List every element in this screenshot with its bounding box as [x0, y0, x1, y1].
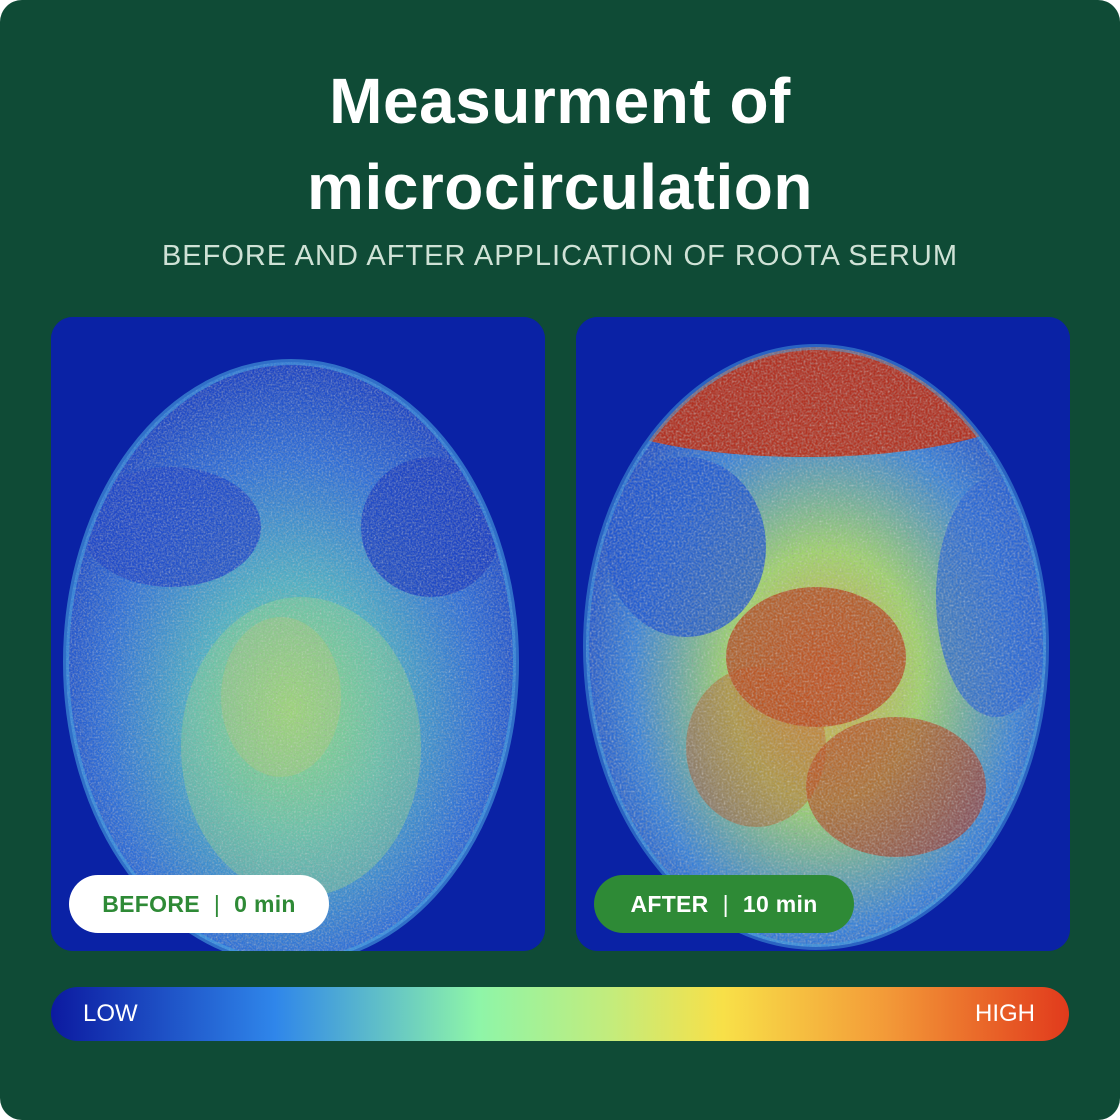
page-title: Measurment of microcirculation — [0, 58, 1120, 230]
after-heatmap-image — [576, 317, 1070, 951]
after-time: 10 min — [742, 890, 818, 917]
before-badge: BEFORE | 0 min — [69, 875, 329, 933]
intensity-scale-bar: LOW HIGH — [51, 987, 1069, 1041]
after-separator: | — [722, 890, 729, 917]
before-heatmap-image — [51, 317, 545, 951]
after-label: AFTER — [630, 890, 709, 917]
before-time: 0 min — [234, 890, 296, 917]
subtitle: BEFORE AND AFTER APPLICATION OF ROOTA SE… — [161, 240, 959, 272]
after-badge: AFTER | 10 min — [594, 875, 854, 933]
before-label: BEFORE — [102, 890, 200, 917]
scale-low-label: LOW — [83, 1000, 138, 1027]
title-line-2: microcirculation — [307, 151, 813, 223]
scale-high-label: HIGH — [975, 1000, 1035, 1027]
title-line-1: Measurment of — [329, 65, 791, 137]
before-separator: | — [213, 890, 221, 917]
